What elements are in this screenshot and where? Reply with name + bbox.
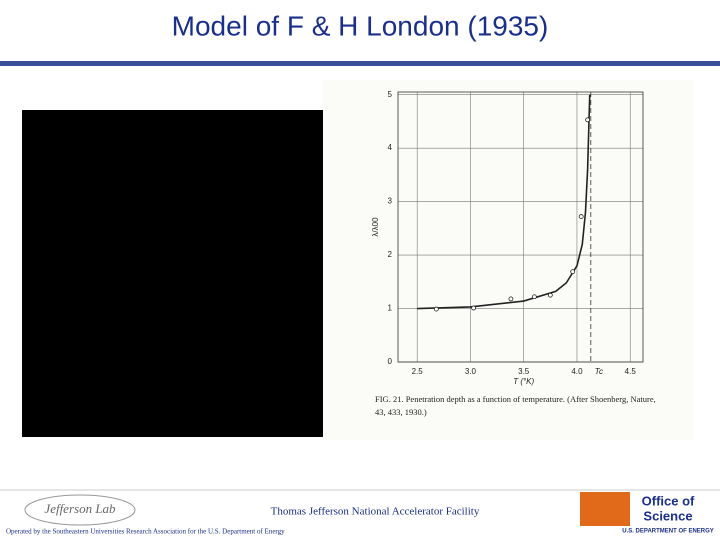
y-axis-label: λ/λ00 (371, 217, 380, 237)
fit-curve (417, 94, 591, 310)
data-point (547, 292, 553, 298)
data-point (585, 117, 591, 123)
x-axis-label: T (°K) (513, 377, 534, 386)
data-point (578, 214, 584, 219)
data-point (433, 306, 439, 312)
data-point (570, 269, 576, 275)
logo-right: Science (643, 508, 692, 523)
y-tick-label: 4 (388, 143, 393, 152)
data-point (471, 305, 477, 311)
x-tick-label: 3.5 (518, 367, 530, 376)
title-rule (0, 61, 720, 66)
y-tick-label: 0 (388, 357, 393, 366)
caption: 43, 433, 1930.) (375, 407, 427, 417)
operated-by: Operated by the Southeastern Universitie… (6, 528, 285, 536)
plot-frame (397, 91, 644, 363)
tc-label: Tc (595, 367, 603, 376)
logo-right: Office of (642, 493, 695, 508)
y-tick-label: 1 (388, 304, 393, 313)
logo-right-sub: U.S. DEPARTMENT OF ENERGY (622, 529, 714, 535)
data-point (531, 294, 537, 300)
y-tick-label: 5 (388, 90, 393, 99)
figure-background (323, 80, 693, 440)
data-point (508, 296, 514, 302)
x-tick-label: 3.0 (465, 367, 477, 376)
logo-left: Jefferson Lab (44, 501, 116, 516)
footer: Thomas Jefferson National Accelerator Fa… (271, 506, 480, 518)
logo-shape (24, 494, 136, 526)
y-tick-label: 2 (388, 250, 393, 259)
x-tick-label: 4.0 (571, 367, 583, 376)
logo-icon (580, 492, 630, 526)
plot: 0 1 2 3 4 5 2.5 3.0 3.5 4.0 4.5 T (°K) λ/λ00 Tc (371, 90, 644, 386)
video-placeholder (22, 110, 340, 437)
slide-title: Model of F & H London (1935) (172, 10, 549, 41)
y-tick-label: 3 (388, 197, 393, 206)
x-tick-label: 4.5 (625, 367, 637, 376)
x-tick-label: 2.5 (412, 367, 424, 376)
caption: FIG. 21. Penetration depth as a function… (375, 394, 656, 404)
